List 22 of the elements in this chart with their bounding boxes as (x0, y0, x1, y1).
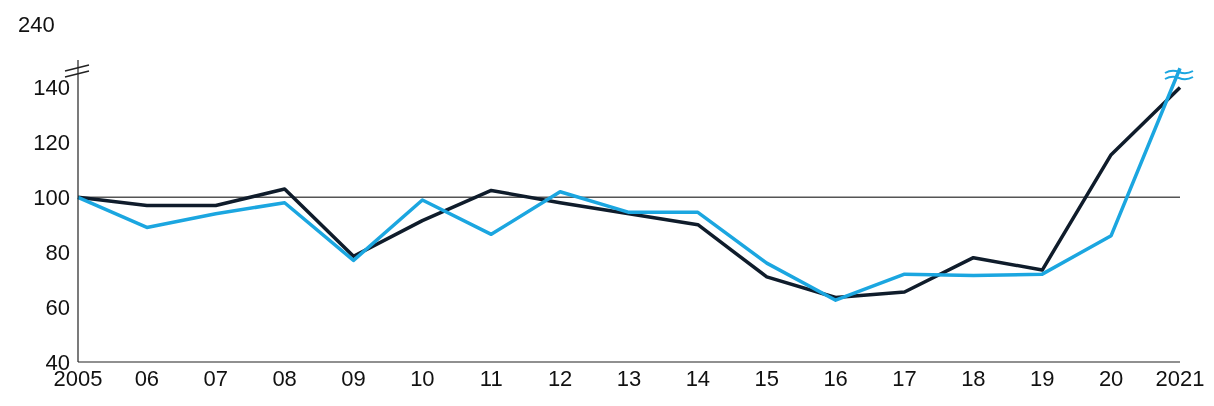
x-tick-label: 16 (823, 365, 848, 391)
text: 240 (18, 12, 55, 38)
x-tick-label: 2021 (1155, 365, 1205, 391)
x-tick-label: 19 (1030, 365, 1055, 391)
y-tick-label: 80 (45, 239, 70, 265)
x-tick-label: 12 (547, 365, 573, 391)
x-tick-label: 10 (410, 365, 435, 391)
x-tick-label: 09 (341, 365, 366, 391)
y-tick-label: 60 (45, 294, 70, 320)
y-tick-label: 140 (33, 75, 70, 101)
x-tick-label: 08 (272, 365, 297, 391)
y-tick-label: 120 (33, 130, 70, 156)
x-tick-label: 11 (479, 365, 503, 391)
x-tick-label: 18 (961, 365, 986, 391)
y-tick-label: 100 (33, 185, 70, 211)
x-tick-label: 17 (892, 365, 917, 391)
x-tick-label: 14 (685, 365, 711, 391)
x-tick-label: 20 (1098, 365, 1124, 391)
x-tick-label: 06 (134, 365, 160, 391)
x-tick-label: 13 (616, 365, 642, 391)
x-tick-label: 07 (203, 365, 228, 391)
x-tick-label: 15 (754, 365, 779, 391)
